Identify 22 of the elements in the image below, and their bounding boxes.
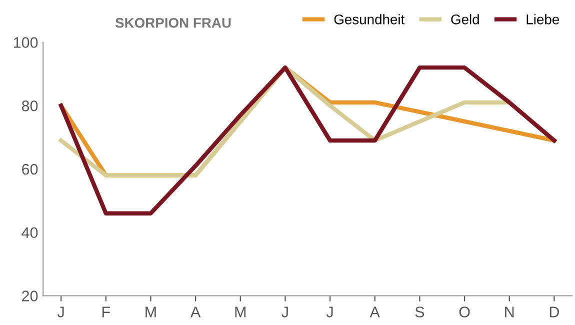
y-tick-label: 100 — [14, 37, 38, 48]
x-tick-label: O — [459, 306, 470, 318]
x-tick-label: J — [282, 306, 288, 318]
y-tick-label: 60 — [22, 164, 38, 175]
y-tick-label: 40 — [22, 227, 38, 238]
x-tick-label: D — [550, 306, 559, 318]
x-tick-label: J — [326, 306, 333, 318]
x-tick-label: M — [235, 306, 246, 318]
x-tick-label: J — [57, 306, 64, 318]
legend-label: Liebe — [526, 14, 560, 24]
x-tick-label: A — [370, 306, 380, 318]
x-tick-label: A — [190, 306, 201, 318]
legend-label: Geld — [451, 14, 479, 24]
chart-title: SKORPION FRAU — [115, 18, 231, 28]
x-tick-label: F — [102, 306, 110, 318]
line-series — [58, 66, 556, 216]
x-tick-label: N — [505, 306, 514, 318]
y-tick-label: 20 — [22, 290, 38, 302]
x-tick-label: M — [146, 306, 156, 318]
y-tick-label: 80 — [22, 100, 38, 112]
legend-label: Gesundheit — [334, 14, 405, 24]
x-tick-label: S — [415, 306, 424, 318]
